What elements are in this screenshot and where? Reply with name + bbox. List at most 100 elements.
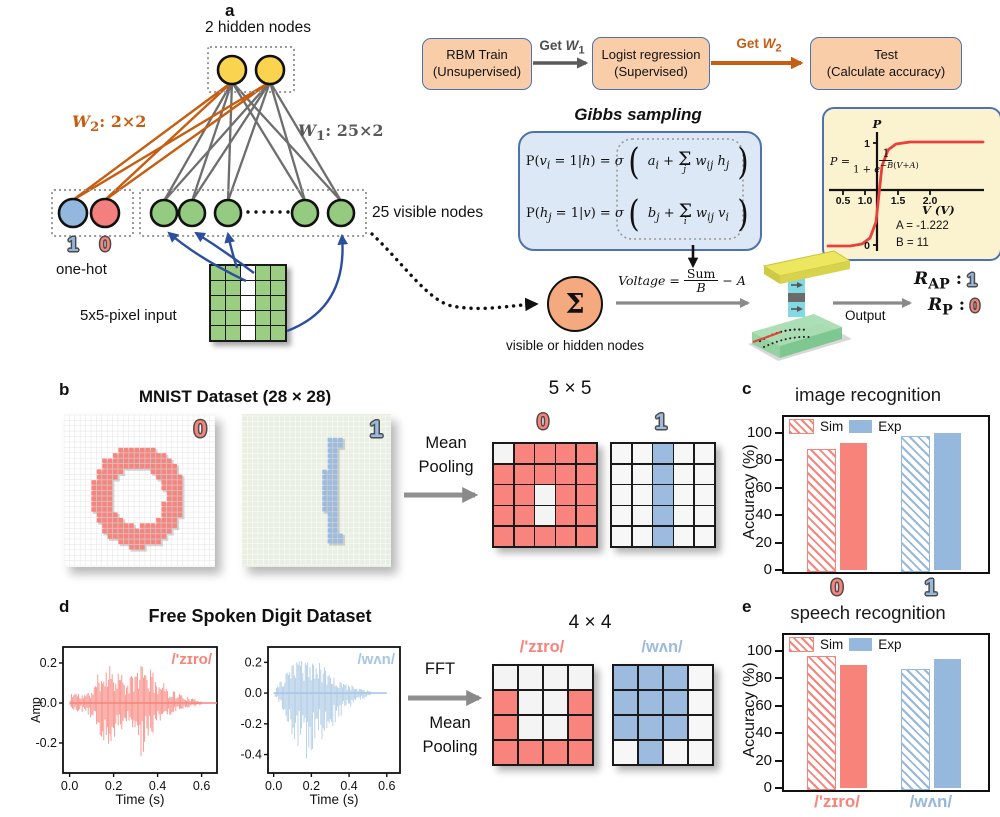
y-tick-label: 100 xyxy=(746,642,772,659)
grid-cell xyxy=(535,444,555,464)
grid-cell xyxy=(612,444,632,464)
w2-label: W2: 2×2 xyxy=(72,112,147,136)
waveform-plot: 0.0 0.2 0.4 0.6 0.2 0.0 -0.2 -0.4 Time (s) /wʌn/ xyxy=(240,646,401,807)
grid-cell xyxy=(612,526,632,546)
grid-cell xyxy=(514,506,534,526)
output-label: Output xyxy=(845,308,886,323)
legend-swatch xyxy=(789,637,814,652)
pooled-size-label-b: 5 × 5 xyxy=(548,378,592,399)
grid-cell xyxy=(653,485,673,505)
grid-cell xyxy=(514,464,534,484)
tick-label: -0.2 xyxy=(240,717,262,731)
legend-label: Sim xyxy=(820,419,844,434)
panel-b-letter: b xyxy=(59,380,70,399)
visible-nodes-label: 25 visible nodes xyxy=(372,204,484,221)
grid-cell xyxy=(612,464,632,484)
grid-cell xyxy=(543,666,568,690)
sum-index: i xyxy=(683,217,687,228)
grid-cell xyxy=(576,485,596,505)
get-w1-label: Get W1 xyxy=(539,38,585,57)
grid-cell xyxy=(674,526,694,546)
onehot-one-label: 1 xyxy=(67,234,79,256)
bar-exp-0 xyxy=(840,664,868,788)
grid-cell xyxy=(638,740,663,764)
grid-cell xyxy=(271,326,285,340)
pooled-grid-zero xyxy=(492,442,598,548)
legend-swatch xyxy=(789,419,814,434)
grid-cell xyxy=(632,464,652,484)
y-tick-label: 60 xyxy=(755,696,772,714)
grid-cell xyxy=(663,715,688,740)
waveform-phoneme-label: /'zɪro/ xyxy=(172,651,213,668)
flow-box-test: Test (Calculate accuracy) xyxy=(810,37,962,90)
y-tick-label: 80 xyxy=(755,451,772,469)
grid-cell xyxy=(211,266,225,280)
grid-cell xyxy=(535,464,555,484)
flow-box-line: Test xyxy=(874,46,898,62)
mnist-image-zero: 0 xyxy=(64,414,215,567)
x-category-label: 1 xyxy=(924,574,938,600)
ellipsis-dots xyxy=(246,210,290,214)
grid-cell xyxy=(535,506,555,526)
grid-cell xyxy=(674,464,694,484)
grid-cell xyxy=(211,326,225,340)
sigmoid-fraction: 1 1 + e−B(V+A) xyxy=(853,147,919,175)
x-category-label: /'zɪro/ xyxy=(814,792,861,811)
tick-label: 0.0 xyxy=(40,696,57,710)
grid-cell xyxy=(653,444,673,464)
bar-sim-0 xyxy=(807,656,837,790)
grid-cell xyxy=(543,740,568,764)
grid-cell xyxy=(226,311,240,325)
grid-cell xyxy=(494,526,514,546)
y-tick-label: 40 xyxy=(755,724,772,742)
visible-nodes xyxy=(149,198,356,228)
mnist-image-one: 1 xyxy=(242,414,391,567)
onehot-nodes xyxy=(57,197,121,229)
grid-cell xyxy=(653,506,673,526)
grid-cell xyxy=(494,740,518,764)
grid-cell xyxy=(556,506,576,526)
onehot-label: one-hot xyxy=(56,261,107,278)
grid-cell xyxy=(514,444,534,464)
w1-label: W1: 25×2 xyxy=(298,121,384,145)
grid-cell xyxy=(271,266,285,280)
waveform-zero: 0.0 0.2 0.4 0.6 0.2 0.0 -0.2 Time (s) Amp /'zɪro/ xyxy=(30,638,225,808)
grid-cell xyxy=(612,506,632,526)
flow-box-line: RBM Train xyxy=(446,47,508,63)
grid-cell xyxy=(663,740,688,764)
sum-symbol: Σ i xyxy=(678,200,693,228)
mean-pooling-label-b: Mean Pooling xyxy=(418,434,474,476)
grid-cell xyxy=(568,690,592,715)
flow-box-line: (Unsupervised) xyxy=(432,64,522,79)
grid-cell xyxy=(663,666,688,690)
sum-node-caption: visible or hidden nodes xyxy=(505,338,645,353)
grid-cell xyxy=(494,464,514,484)
x-category-label: 0 xyxy=(830,574,844,600)
y-tick-label: 20 xyxy=(755,533,772,551)
grid-cell xyxy=(694,485,714,505)
grid-cell xyxy=(494,690,518,715)
tick-label: 0.2 xyxy=(245,655,262,669)
grid-cell xyxy=(543,715,568,740)
y-tick xyxy=(775,432,782,434)
rp-name: RP : xyxy=(928,295,965,319)
waveform-plot: 0.0 0.2 0.4 0.6 0.2 0.0 -0.2 Time (s) Amp /'zɪro/ xyxy=(30,646,218,807)
legend-label: Exp xyxy=(878,637,902,652)
y-tick xyxy=(775,732,782,735)
grid-cell xyxy=(653,526,673,546)
hidden-nodes-label: 2 hidden nodes xyxy=(204,19,311,36)
y-tick-label: 0 xyxy=(763,561,772,578)
mnist-zero-label: 0 xyxy=(193,416,207,443)
pooled-zero-label: 0 xyxy=(536,409,550,434)
grid-cell xyxy=(256,266,270,280)
mnist-one-label: 1 xyxy=(369,416,383,443)
grid-cell xyxy=(614,740,638,764)
grid-cell xyxy=(226,326,240,340)
tick-label: 0.6 xyxy=(378,779,395,793)
result-rp: RP : 0 xyxy=(928,295,980,318)
y-tick-label: 20 xyxy=(755,751,772,769)
sigmoid-a-param: A = -1.222 xyxy=(896,220,949,232)
grid-cell xyxy=(241,281,255,295)
tick-label: 0.2 xyxy=(303,779,320,793)
tick-label: Time (s) xyxy=(116,792,165,807)
